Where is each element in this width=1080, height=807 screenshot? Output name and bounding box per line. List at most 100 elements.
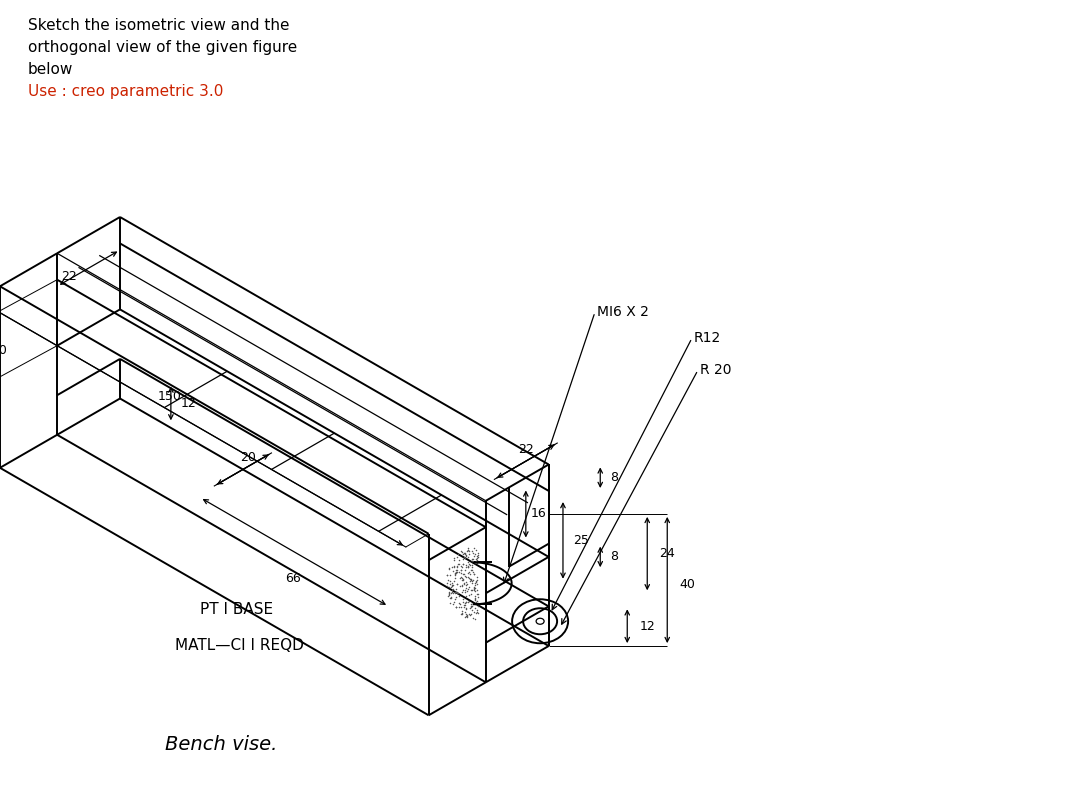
- Point: [470, 596, 487, 609]
- Point: [447, 564, 464, 577]
- Point: [470, 591, 487, 604]
- Point: [462, 599, 480, 612]
- Point: [455, 558, 472, 571]
- Point: [461, 608, 478, 621]
- Point: [450, 558, 468, 571]
- Point: [447, 587, 464, 600]
- Point: [463, 604, 481, 617]
- Point: [442, 587, 459, 600]
- Point: [465, 583, 483, 596]
- Point: [463, 576, 481, 589]
- Text: 22: 22: [60, 270, 77, 282]
- Point: [459, 596, 476, 608]
- Point: [467, 602, 484, 615]
- Point: [443, 592, 460, 604]
- Point: [449, 558, 467, 571]
- Point: [458, 549, 475, 562]
- Point: [463, 554, 481, 567]
- Point: [451, 571, 469, 584]
- Point: [459, 544, 476, 557]
- Point: [444, 561, 461, 574]
- Point: [441, 581, 458, 594]
- Point: [465, 550, 483, 562]
- Point: [465, 605, 483, 618]
- Point: [456, 605, 473, 618]
- Point: [469, 574, 486, 587]
- Point: [445, 559, 462, 572]
- Point: [468, 577, 485, 590]
- Point: [438, 579, 456, 592]
- Point: [456, 548, 473, 561]
- Point: [458, 579, 475, 592]
- Point: [453, 586, 470, 599]
- Point: [458, 608, 475, 621]
- Point: [459, 567, 476, 579]
- Point: [441, 588, 458, 601]
- Point: [460, 571, 477, 584]
- Point: [453, 560, 470, 573]
- Text: PT I BASE: PT I BASE: [200, 603, 273, 617]
- Text: 40: 40: [679, 579, 696, 592]
- Point: [445, 583, 462, 596]
- Text: MI6 X 2: MI6 X 2: [597, 305, 649, 319]
- Point: [459, 571, 476, 583]
- Point: [462, 572, 480, 585]
- Point: [447, 586, 464, 599]
- Point: [444, 586, 461, 599]
- Point: [461, 572, 478, 585]
- Point: [463, 583, 481, 596]
- Point: [455, 552, 472, 565]
- Point: [457, 581, 474, 594]
- Point: [463, 553, 481, 566]
- Point: [446, 571, 463, 584]
- Text: MATL—CI I REQD: MATL—CI I REQD: [175, 638, 303, 653]
- Point: [463, 545, 481, 558]
- Point: [462, 584, 480, 597]
- Point: [467, 598, 484, 611]
- Point: [450, 600, 468, 613]
- Point: [456, 563, 473, 576]
- Point: [469, 554, 486, 567]
- Point: [467, 556, 484, 569]
- Text: 66: 66: [285, 572, 301, 585]
- Point: [462, 598, 480, 611]
- Point: [451, 579, 469, 592]
- Point: [460, 560, 477, 573]
- Point: [456, 547, 473, 560]
- Point: [467, 590, 484, 603]
- Point: [448, 578, 465, 591]
- Point: [470, 600, 487, 613]
- Point: [467, 613, 484, 625]
- Point: [447, 601, 464, 614]
- Point: [454, 573, 471, 586]
- Point: [467, 592, 484, 605]
- Text: 150: 150: [158, 391, 181, 404]
- Point: [448, 560, 465, 573]
- Text: Use : creo parametric 3.0: Use : creo parametric 3.0: [28, 84, 224, 99]
- Point: [460, 543, 477, 556]
- Point: [457, 601, 474, 614]
- Point: [442, 596, 459, 609]
- Point: [450, 566, 468, 579]
- Point: [457, 561, 474, 574]
- Point: [444, 579, 461, 592]
- Point: [456, 551, 473, 564]
- Point: [440, 561, 457, 574]
- Point: [464, 546, 482, 559]
- Point: [460, 560, 477, 573]
- Text: below: below: [28, 62, 73, 77]
- Point: [459, 584, 476, 597]
- Text: R 20: R 20: [700, 363, 731, 377]
- Text: 25: 25: [573, 534, 589, 547]
- Point: [463, 558, 481, 571]
- Point: [454, 604, 471, 617]
- Point: [469, 604, 486, 617]
- Point: [462, 608, 480, 621]
- Point: [465, 567, 483, 580]
- Point: [467, 585, 484, 598]
- Point: [441, 592, 458, 604]
- Point: [445, 574, 462, 587]
- Point: [469, 552, 486, 565]
- Text: 20: 20: [0, 344, 8, 358]
- Point: [447, 567, 464, 579]
